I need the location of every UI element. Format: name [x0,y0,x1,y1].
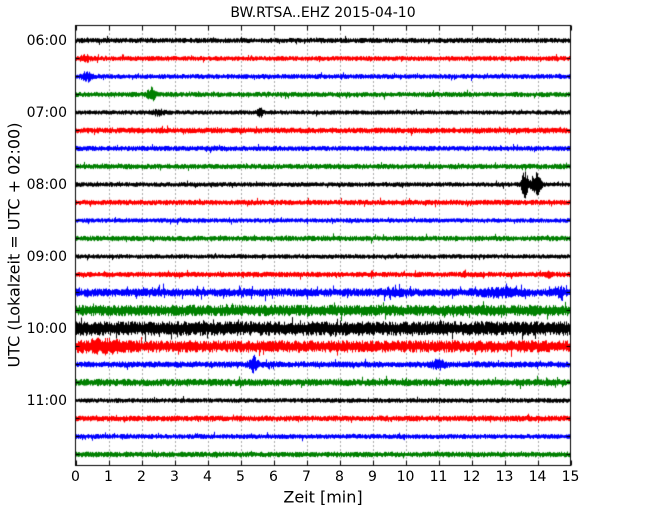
x-tick-label: 3 [170,469,179,485]
x-tick-label: 13 [495,469,514,485]
x-tick-label: 0 [71,469,80,485]
x-tick-label: 12 [462,469,481,485]
y-tick-label: 11:00 [26,392,67,409]
x-tick-label: 7 [302,469,311,485]
x-tick-label: 11 [429,469,448,485]
x-axis-label: Zeit [min] [283,487,363,507]
y-tick-label: 09:00 [26,248,67,265]
x-tick-label: 6 [269,469,278,485]
y-tick-label: 10:00 [26,320,67,337]
x-tick-label: 2 [137,469,146,485]
x-tick-label: 9 [368,469,377,485]
x-tick-label: 1 [104,469,113,485]
y-tick-label: 07:00 [26,104,67,121]
x-tick-label: 15 [561,469,580,485]
x-tick-label: 10 [396,469,415,485]
x-tick-label: 14 [528,469,547,485]
chart-title: BW.RTSA..EHZ 2015-04-10 [230,5,416,21]
x-tick-label: 8 [335,469,344,485]
x-tick-label: 5 [236,469,245,485]
x-tick-label: 4 [203,469,212,485]
y-tick-label: 08:00 [26,176,67,193]
y-tick-label: 06:00 [26,32,67,49]
